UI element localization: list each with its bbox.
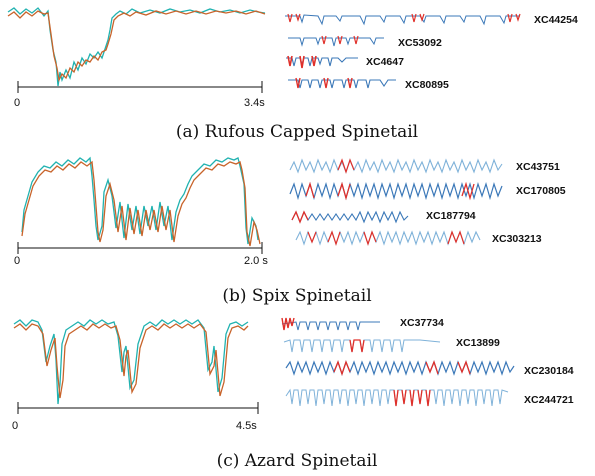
- panel-b-spec-3: [291, 210, 409, 224]
- panel-b-rec-4: XC303213: [492, 233, 542, 245]
- panel-b-axis: [17, 242, 263, 254]
- panel-a-axis: [17, 81, 263, 93]
- panel-a-x-end: 3.4s: [244, 97, 265, 109]
- panel-b-x-end: 2.0 s: [244, 255, 268, 267]
- panel-c-rec-1: XC37734: [400, 317, 444, 329]
- panel-a-spec-1-red: [287, 13, 521, 23]
- panel-b-plot: [21, 156, 261, 247]
- panel-a-plot: [7, 7, 266, 87]
- panel-a-spec-2-red: [321, 35, 359, 45]
- panel-b-spec-2: [289, 181, 503, 201]
- panel-a-trace-teal: [7, 7, 266, 87]
- panel-c: 0 4.5s XC37734 XC13899 XC230184 XC244721…: [12, 317, 574, 471]
- panel-a-spec-3: [286, 57, 358, 67]
- panel-c-spec-3-red: [333, 360, 471, 377]
- panel-a-spec-4: [288, 79, 396, 89]
- panel-b-rec-2: XC170805: [516, 185, 566, 197]
- panel-a-spec-2: [288, 37, 384, 47]
- panel-c-spec-4-red: [393, 389, 431, 407]
- panel-c-x-start: 0: [12, 420, 18, 432]
- panel-c-x-end: 4.5s: [236, 420, 257, 432]
- panel-c-spec-1: [281, 321, 380, 331]
- panel-a-caption: (a) Rufous Capped Spinetail: [176, 122, 418, 142]
- panel-b-trace-orange: [21, 160, 261, 247]
- panel-c-plot: [13, 319, 249, 405]
- panel-b-x-start: 0: [14, 255, 20, 267]
- panel-b-spec-2-red: [305, 181, 475, 201]
- panel-b-spec-4-red: [307, 230, 465, 246]
- panel-b-spec-1-red: [337, 158, 355, 174]
- panel-c-axis: [17, 402, 259, 414]
- panel-c-spectrograms: [281, 317, 515, 407]
- panel-a-spec-4-red: [295, 77, 353, 89]
- panel-c-rec-3: XC230184: [524, 365, 574, 377]
- panel-a-rec-2: XC53092: [398, 37, 442, 49]
- panel-c-spec-2-red: [349, 339, 365, 353]
- panel-a-rec-1: XC44254: [534, 14, 578, 26]
- panel-b-trace-teal: [21, 156, 259, 245]
- panel-c-spec-1-red: [281, 317, 295, 331]
- panel-a-rec-3: XC4647: [366, 56, 404, 68]
- panel-c-rec-2: XC13899: [456, 337, 500, 349]
- panel-b: 0 2.0 s XC43751 XC170805 XC187794 XC3032…: [14, 156, 566, 306]
- panel-a-spec-3-red: [287, 55, 317, 69]
- panel-c-trace-orange: [13, 323, 249, 399]
- panel-a-trace-orange: [7, 10, 266, 83]
- panel-c-spec-3: [285, 360, 515, 376]
- panel-b-spectrograms: [289, 158, 503, 246]
- panel-b-rec-1: XC43751: [516, 161, 560, 173]
- panel-a-x-start: 0: [14, 97, 20, 109]
- panel-a-spec-1: [285, 14, 520, 26]
- panel-b-rec-3: XC187794: [426, 210, 476, 222]
- panel-b-spec-1: [289, 158, 503, 174]
- panel-a: 0 3.4s XC44254 XC53092 XC4647 XC80895 (a…: [7, 7, 578, 142]
- panel-b-caption: (b) Spix Spinetail: [222, 286, 371, 306]
- panel-c-caption: (c) Azard Spinetail: [217, 451, 378, 471]
- panel-a-rec-4: XC80895: [405, 79, 449, 91]
- panel-c-trace-teal: [13, 319, 249, 405]
- panel-b-spec-3-red: [291, 210, 309, 224]
- panel-c-rec-4: XC244721: [524, 394, 574, 406]
- panel-a-spectrograms: [285, 13, 521, 89]
